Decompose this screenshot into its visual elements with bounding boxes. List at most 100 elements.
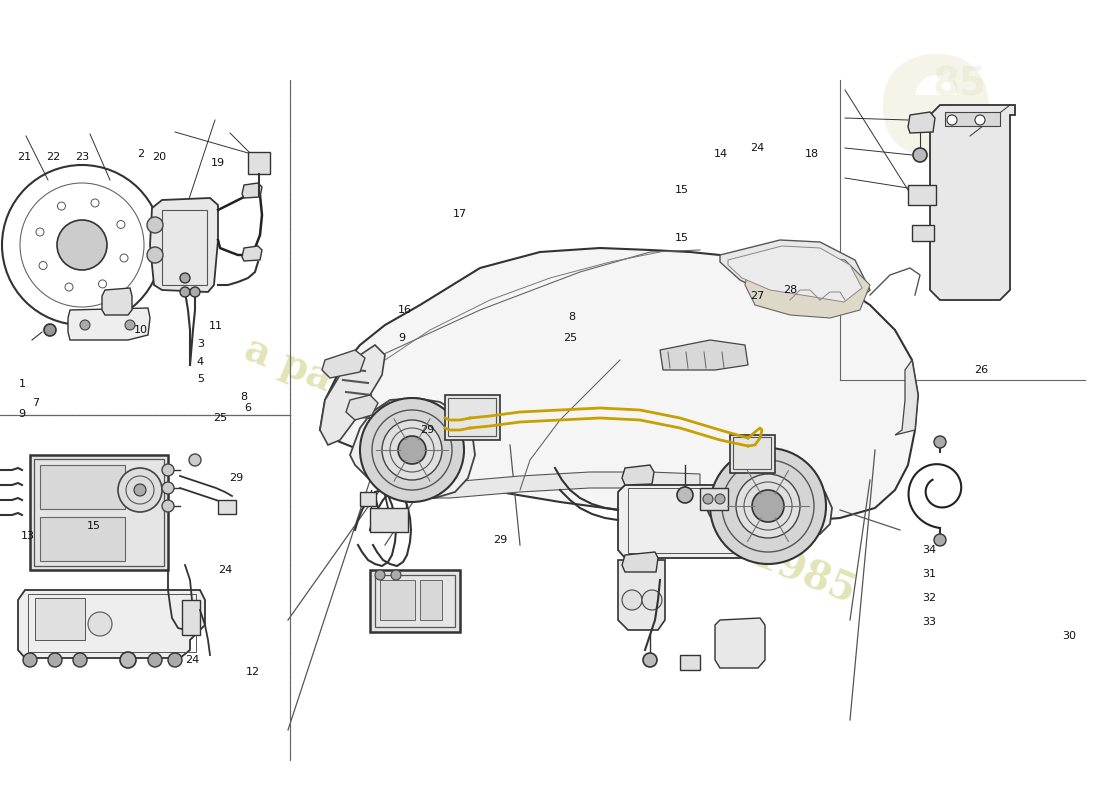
Text: 9: 9 (19, 410, 25, 419)
Text: 33: 33 (923, 618, 936, 627)
Bar (248, 152, 270, 174)
Text: 32: 32 (923, 594, 936, 603)
Circle shape (134, 484, 146, 496)
Bar (40, 517, 125, 561)
Bar (912, 225, 934, 241)
Polygon shape (745, 255, 870, 318)
Text: 29: 29 (230, 474, 243, 483)
Polygon shape (621, 552, 658, 572)
Bar (30, 455, 168, 570)
Text: 16: 16 (398, 306, 411, 315)
Bar (370, 508, 408, 532)
Text: 14: 14 (714, 149, 727, 158)
Text: 1: 1 (19, 379, 25, 389)
Bar (379, 580, 415, 620)
Polygon shape (618, 560, 666, 630)
Polygon shape (728, 246, 862, 302)
Bar (908, 185, 936, 205)
Polygon shape (895, 360, 918, 435)
Text: 29: 29 (420, 426, 433, 435)
Text: 11: 11 (209, 322, 222, 331)
Circle shape (118, 468, 162, 512)
Text: 13: 13 (21, 531, 34, 541)
Text: 26: 26 (975, 365, 988, 374)
Circle shape (710, 448, 826, 564)
Circle shape (382, 420, 442, 480)
Polygon shape (715, 618, 764, 668)
Text: 34: 34 (923, 546, 936, 555)
Polygon shape (346, 395, 378, 420)
Circle shape (148, 653, 162, 667)
Polygon shape (242, 183, 262, 198)
Bar (34, 459, 164, 566)
Text: 23: 23 (76, 152, 89, 162)
Text: 22: 22 (46, 152, 59, 162)
Bar (730, 435, 776, 473)
Circle shape (44, 324, 56, 336)
Text: 20: 20 (153, 152, 166, 162)
Circle shape (180, 273, 190, 283)
Circle shape (189, 454, 201, 466)
Bar (945, 112, 1000, 126)
Bar (182, 600, 200, 635)
Text: 25: 25 (213, 413, 227, 422)
Polygon shape (621, 465, 654, 485)
Polygon shape (322, 350, 365, 378)
Circle shape (120, 254, 128, 262)
Polygon shape (68, 308, 150, 340)
Circle shape (703, 494, 713, 504)
Circle shape (913, 148, 927, 162)
Polygon shape (18, 590, 205, 658)
Bar (360, 492, 376, 506)
Text: 27: 27 (750, 291, 763, 301)
Text: a passion for parts since 1985: a passion for parts since 1985 (239, 330, 861, 610)
Circle shape (117, 221, 125, 229)
Bar (680, 655, 700, 670)
Circle shape (36, 228, 44, 236)
Bar (733, 437, 771, 469)
Circle shape (147, 247, 163, 263)
Text: 85: 85 (933, 66, 987, 104)
Bar (28, 594, 196, 652)
Text: 30: 30 (1063, 631, 1076, 641)
Text: 24: 24 (219, 565, 232, 574)
Text: 29: 29 (493, 535, 507, 545)
Circle shape (642, 590, 662, 610)
Circle shape (168, 653, 182, 667)
Bar (35, 598, 85, 640)
Circle shape (162, 482, 174, 494)
Circle shape (644, 653, 657, 667)
Circle shape (934, 534, 946, 546)
Circle shape (190, 287, 200, 297)
Circle shape (360, 398, 464, 502)
Text: 10: 10 (134, 325, 147, 334)
Bar (375, 575, 455, 627)
Circle shape (57, 202, 66, 210)
Polygon shape (720, 240, 870, 308)
Polygon shape (242, 246, 262, 261)
Bar (446, 395, 501, 440)
Bar (448, 398, 496, 436)
Bar (162, 210, 207, 285)
Text: 9: 9 (398, 333, 405, 342)
Circle shape (398, 436, 426, 464)
Polygon shape (705, 470, 832, 542)
Circle shape (40, 262, 47, 270)
Circle shape (23, 653, 37, 667)
Text: 15: 15 (675, 234, 689, 243)
Circle shape (125, 320, 135, 330)
Text: 4: 4 (197, 357, 204, 366)
Circle shape (48, 653, 62, 667)
Bar (40, 465, 125, 509)
Text: 2: 2 (138, 149, 144, 158)
Circle shape (621, 590, 642, 610)
Circle shape (73, 653, 87, 667)
Text: 18: 18 (805, 149, 818, 158)
Text: 21: 21 (18, 152, 31, 162)
Polygon shape (150, 198, 218, 292)
Polygon shape (350, 398, 475, 498)
Bar (370, 570, 460, 632)
Circle shape (934, 436, 946, 448)
Circle shape (99, 280, 107, 288)
Circle shape (65, 283, 73, 291)
